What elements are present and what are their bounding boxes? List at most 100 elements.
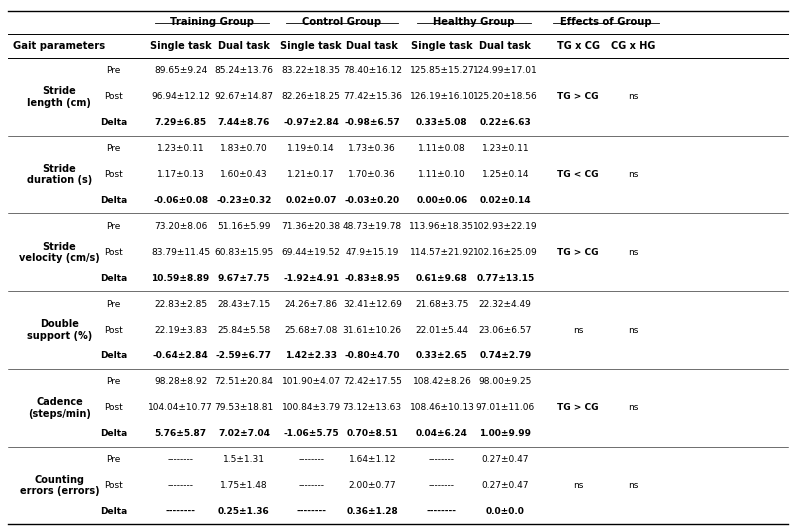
- Text: Control Group: Control Group: [303, 17, 381, 27]
- Text: 24.26±7.86: 24.26±7.86: [284, 300, 338, 309]
- Text: 72.51±20.84: 72.51±20.84: [215, 377, 273, 386]
- Text: -1.92±4.91: -1.92±4.91: [284, 274, 339, 282]
- Text: -0.03±0.20: -0.03±0.20: [345, 196, 400, 205]
- Text: Post: Post: [104, 248, 123, 257]
- Text: 0.25±1.36: 0.25±1.36: [218, 507, 270, 516]
- Text: --------: --------: [429, 481, 455, 490]
- Text: -1.06±5.75: -1.06±5.75: [284, 429, 339, 438]
- Text: 98.28±8.92: 98.28±8.92: [154, 377, 208, 386]
- Text: 28.43±7.15: 28.43±7.15: [217, 300, 271, 309]
- Text: 0.36±1.28: 0.36±1.28: [346, 507, 398, 516]
- Text: -0.80±4.70: -0.80±4.70: [345, 352, 400, 360]
- Text: 25.84±5.58: 25.84±5.58: [217, 326, 271, 335]
- Text: Delta: Delta: [100, 274, 127, 282]
- Text: 9.67±7.75: 9.67±7.75: [218, 274, 270, 282]
- Text: Pre: Pre: [106, 66, 120, 75]
- Text: 97.01±11.06: 97.01±11.06: [476, 403, 535, 412]
- Text: Dual task: Dual task: [218, 41, 270, 51]
- Text: 0.00±0.06: 0.00±0.06: [417, 196, 467, 205]
- Text: 0.74±2.79: 0.74±2.79: [479, 352, 531, 360]
- Text: 22.83±2.85: 22.83±2.85: [154, 300, 208, 309]
- Text: Single task: Single task: [411, 41, 473, 51]
- Text: Pre: Pre: [106, 377, 120, 386]
- Text: 83.79±11.45: 83.79±11.45: [151, 248, 210, 257]
- Text: 23.06±6.57: 23.06±6.57: [478, 326, 532, 335]
- Text: 0.02±0.07: 0.02±0.07: [285, 196, 337, 205]
- Text: -0.83±8.95: -0.83±8.95: [345, 274, 400, 282]
- Text: TG > CG: TG > CG: [558, 248, 599, 257]
- Text: Post: Post: [104, 92, 123, 101]
- Text: 22.32±4.49: 22.32±4.49: [479, 300, 531, 309]
- Text: Stride
duration (s): Stride duration (s): [27, 164, 92, 186]
- Text: 98.00±9.25: 98.00±9.25: [478, 377, 532, 386]
- Text: 1.70±0.36: 1.70±0.36: [348, 170, 396, 179]
- Text: TG x CG: TG x CG: [557, 41, 600, 51]
- Text: -0.64±2.84: -0.64±2.84: [153, 352, 208, 360]
- Text: 102.93±22.19: 102.93±22.19: [473, 222, 538, 231]
- Text: 1.83±0.70: 1.83±0.70: [220, 144, 268, 153]
- Text: Counting
errors (errors): Counting errors (errors): [20, 475, 99, 496]
- Text: 1.60±0.43: 1.60±0.43: [220, 170, 268, 179]
- Text: 0.61±9.68: 0.61±9.68: [416, 274, 468, 282]
- Text: -0.23±0.32: -0.23±0.32: [216, 196, 272, 205]
- Text: 114.57±21.92: 114.57±21.92: [409, 248, 474, 257]
- Text: 7.44±8.76: 7.44±8.76: [218, 118, 270, 127]
- Text: 7.29±6.85: 7.29±6.85: [154, 118, 207, 127]
- Text: --------: --------: [429, 455, 455, 464]
- Text: 2.00±0.77: 2.00±0.77: [348, 481, 396, 490]
- Text: 79.53±18.81: 79.53±18.81: [215, 403, 273, 412]
- Text: 78.40±16.12: 78.40±16.12: [343, 66, 402, 75]
- Text: Post: Post: [104, 403, 123, 412]
- Text: 1.75±1.48: 1.75±1.48: [220, 481, 268, 490]
- Text: 85.24±13.76: 85.24±13.76: [215, 66, 273, 75]
- Text: Healthy Group: Healthy Group: [433, 17, 514, 27]
- Text: 101.90±4.07: 101.90±4.07: [282, 377, 341, 386]
- Text: Pre: Pre: [106, 455, 120, 464]
- Text: 72.42±17.55: 72.42±17.55: [343, 377, 402, 386]
- Text: CG x HG: CG x HG: [611, 41, 656, 51]
- Text: Delta: Delta: [100, 429, 127, 438]
- Text: 1.25±0.14: 1.25±0.14: [482, 170, 529, 179]
- Text: 0.27±0.47: 0.27±0.47: [482, 481, 529, 490]
- Text: Dual task: Dual task: [346, 41, 398, 51]
- Text: 108.46±10.13: 108.46±10.13: [409, 403, 474, 412]
- Text: 1.73±0.36: 1.73±0.36: [348, 144, 396, 153]
- Text: --------: --------: [168, 455, 193, 464]
- Text: 60.83±15.95: 60.83±15.95: [215, 248, 273, 257]
- Text: 1.23±0.11: 1.23±0.11: [157, 144, 204, 153]
- Text: -0.97±2.84: -0.97±2.84: [284, 118, 339, 127]
- Text: 89.65±9.24: 89.65±9.24: [154, 66, 208, 75]
- Text: -0.98±6.57: -0.98±6.57: [345, 118, 400, 127]
- Text: 125.85±15.27: 125.85±15.27: [409, 66, 474, 75]
- Text: Pre: Pre: [106, 222, 120, 231]
- Text: ns: ns: [628, 326, 639, 335]
- Text: Pre: Pre: [106, 300, 120, 309]
- Text: 1.42±2.33: 1.42±2.33: [285, 352, 337, 360]
- Text: 0.70±8.51: 0.70±8.51: [346, 429, 398, 438]
- Text: 108.42±8.26: 108.42±8.26: [413, 377, 471, 386]
- Text: --------: --------: [299, 455, 324, 464]
- Text: 73.20±8.06: 73.20±8.06: [154, 222, 208, 231]
- Text: Stride
velocity (cm/s): Stride velocity (cm/s): [19, 241, 100, 263]
- Text: ns: ns: [573, 481, 584, 490]
- Text: Delta: Delta: [100, 507, 127, 516]
- Text: 1.5±1.31: 1.5±1.31: [223, 455, 265, 464]
- Text: Delta: Delta: [100, 118, 127, 127]
- Text: 47.9±15.19: 47.9±15.19: [345, 248, 399, 257]
- Text: 69.44±19.52: 69.44±19.52: [282, 248, 341, 257]
- Text: 1.11±0.08: 1.11±0.08: [418, 144, 466, 153]
- Text: 7.02±7.04: 7.02±7.04: [218, 429, 270, 438]
- Text: 82.26±18.25: 82.26±18.25: [282, 92, 341, 101]
- Text: 31.61±10.26: 31.61±10.26: [343, 326, 402, 335]
- Text: 0.77±13.15: 0.77±13.15: [476, 274, 535, 282]
- Text: 100.84±3.79: 100.84±3.79: [282, 403, 341, 412]
- Text: 0.0±0.0: 0.0±0.0: [485, 507, 525, 516]
- Text: ns: ns: [628, 170, 639, 179]
- Text: 0.22±6.63: 0.22±6.63: [479, 118, 531, 127]
- Text: 102.16±25.09: 102.16±25.09: [473, 248, 538, 257]
- Text: Post: Post: [104, 326, 123, 335]
- Text: --------: --------: [296, 507, 326, 516]
- Text: -0.06±0.08: -0.06±0.08: [153, 196, 208, 205]
- Text: 25.68±7.08: 25.68±7.08: [284, 326, 338, 335]
- Text: Pre: Pre: [106, 144, 120, 153]
